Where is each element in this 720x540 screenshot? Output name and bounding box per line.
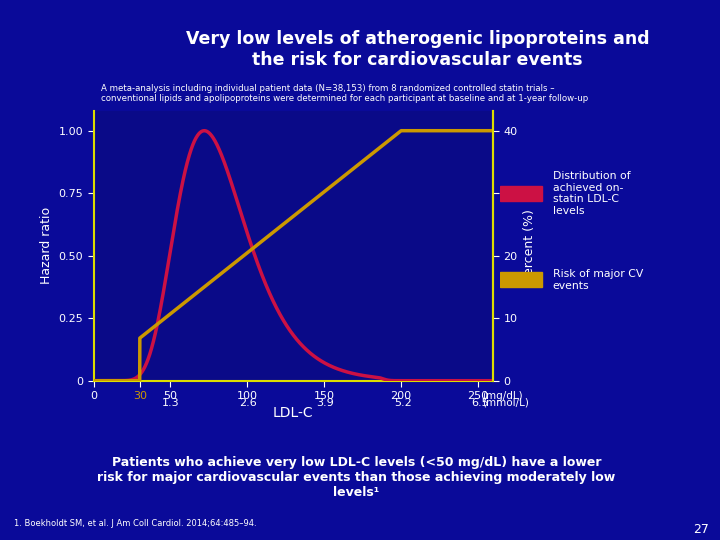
Text: (mmol/L): (mmol/L) [482,398,529,408]
Text: 1.3: 1.3 [162,398,179,408]
Text: 2.6: 2.6 [239,398,257,408]
Text: 6.5: 6.5 [471,398,489,408]
Text: 1. Boekholdt SM, et al. J Am Coll Cardiol. 2014;64:485–94.: 1. Boekholdt SM, et al. J Am Coll Cardio… [14,519,257,528]
Text: 27: 27 [693,523,709,536]
Text: Very low levels of atherogenic lipoproteins and
the risk for cardiovascular even: Very low levels of atherogenic lipoprote… [186,30,649,69]
Text: Distribution of
achieved on-
statin LDL-C
levels: Distribution of achieved on- statin LDL-… [552,171,630,215]
Bar [500,186,542,201]
Text: (mg/dL): (mg/dL) [482,391,523,401]
Text: Patients who achieve very low LDL-C levels (<50 mg/dL) have a lower
risk for maj: Patients who achieve very low LDL-C leve… [97,456,616,500]
Y-axis label: Hazard ratio: Hazard ratio [40,207,53,284]
Text: 5.2: 5.2 [394,398,412,408]
Text: A meta-analysis including individual patient data (N=38,153) from 8 randomized c: A meta-analysis including individual pat… [101,84,588,103]
Text: LDL-C: LDL-C [273,406,314,420]
Bar [500,272,542,287]
Text: 3.9: 3.9 [317,398,334,408]
Text: Risk of major CV
events: Risk of major CV events [552,269,643,291]
Y-axis label: Percent (%): Percent (%) [523,210,536,282]
